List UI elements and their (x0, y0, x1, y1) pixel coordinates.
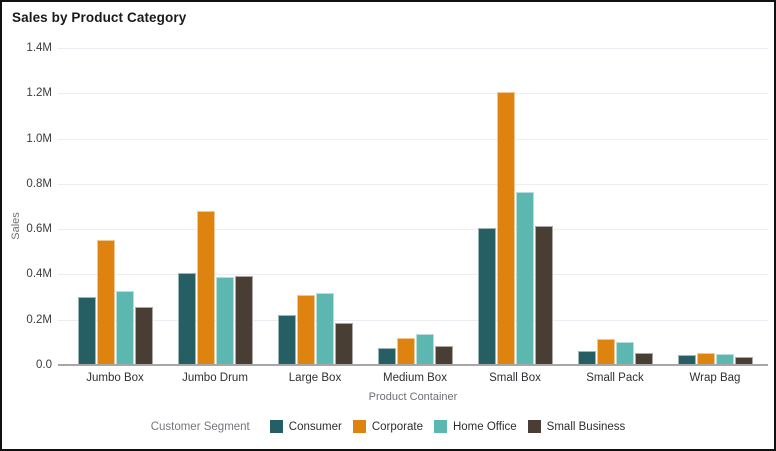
bar-corporate[interactable] (296, 294, 315, 365)
x-tick-label: Medium Box (383, 372, 447, 384)
bar-consumer[interactable] (577, 351, 596, 365)
bar-consumer[interactable] (477, 228, 496, 365)
bar-corporate[interactable] (396, 337, 415, 365)
y-tick-label: 0.2M (26, 313, 52, 326)
bar-home-office[interactable] (715, 353, 734, 365)
bar-small-business[interactable] (134, 307, 153, 365)
gridline (58, 183, 768, 185)
legend-item-label: Consumer (288, 420, 342, 433)
legend-items: Consumer Corporate Home Office Small Busine… (269, 420, 626, 433)
gridline (58, 274, 768, 276)
x-axis-title: Product Container (368, 391, 458, 403)
legend-item-label: Small Business (546, 420, 626, 433)
bar-small-business[interactable] (234, 275, 253, 365)
bar-corporate[interactable] (196, 211, 215, 365)
y-tick-label: 0.4M (26, 268, 52, 281)
bar-home-office[interactable] (315, 292, 334, 365)
x-axis-baseline (58, 364, 768, 366)
bar-consumer[interactable] (677, 354, 696, 365)
x-tick-label: Wrap Bag (689, 372, 741, 384)
x-tick-label: Jumbo Drum (182, 372, 248, 384)
bar-corporate[interactable] (696, 352, 715, 365)
x-tick-label: Small Box (489, 372, 541, 384)
legend-item-label: Corporate (371, 420, 423, 433)
gridline (58, 48, 768, 49)
bar-small-business[interactable] (534, 225, 553, 365)
chart-title: Sales by Product Category (12, 10, 187, 25)
y-tick-label: 0.0 (36, 359, 52, 371)
y-tick-label: 1.4M (26, 42, 52, 54)
legend-item-small-business[interactable]: Small Business (527, 420, 626, 433)
bar-small-business[interactable] (634, 352, 653, 365)
bar-group-wrap-bag (677, 48, 753, 365)
gridline (58, 138, 768, 140)
bar-small-business[interactable] (734, 357, 753, 365)
bar-small-business[interactable] (334, 323, 353, 365)
y-tick-label: 0.6M (26, 223, 52, 236)
bar-group-large-box (277, 48, 353, 365)
x-tick-label: Large Box (288, 372, 342, 384)
legend-item-corporate[interactable]: Corporate (352, 420, 423, 433)
bar-corporate[interactable] (496, 92, 515, 365)
bar-home-office[interactable] (615, 342, 634, 365)
x-tick-label: Jumbo Box (86, 372, 144, 384)
bar-home-office[interactable] (415, 334, 434, 365)
bar-consumer[interactable] (377, 348, 396, 365)
legend-swatch-icon (527, 420, 541, 433)
legend-item-home-office[interactable]: Home Office (433, 420, 517, 433)
gridline (58, 319, 768, 321)
legend-title: Customer Segment (150, 420, 250, 433)
legend-swatch-icon (433, 420, 447, 433)
y-tick-label: 1.0M (26, 132, 52, 145)
legend-item-consumer[interactable]: Consumer (269, 420, 342, 433)
bar-group-small-pack (577, 48, 653, 365)
bar-home-office[interactable] (515, 191, 534, 365)
legend-swatch-icon (269, 420, 283, 433)
gridline (58, 229, 768, 231)
y-tick-label: 0.8M (26, 177, 52, 190)
bar-group-small-box (477, 48, 553, 365)
bar-home-office[interactable] (115, 291, 134, 365)
x-tick-label: Small Pack (586, 372, 644, 384)
legend: Customer Segment Consumer Corporate Home O… (2, 420, 774, 433)
bar-consumer[interactable] (277, 315, 296, 365)
bar-consumer[interactable] (77, 297, 96, 365)
bar-corporate[interactable] (96, 240, 115, 365)
bar-corporate[interactable] (596, 338, 615, 365)
bar-consumer[interactable] (177, 273, 196, 365)
plot-area (58, 48, 768, 366)
bar-group-jumbo-box (77, 48, 153, 365)
bar-home-office[interactable] (215, 276, 234, 365)
legend-swatch-icon (352, 420, 366, 433)
bar-group-medium-box (377, 48, 453, 365)
gridline (58, 93, 768, 95)
y-tick-label: 1.2M (26, 87, 52, 100)
legend-item-label: Home Office (452, 420, 517, 433)
bar-small-business[interactable] (434, 345, 453, 365)
y-axis-title: Sales (10, 211, 22, 240)
bar-group-jumbo-drum (177, 48, 253, 365)
